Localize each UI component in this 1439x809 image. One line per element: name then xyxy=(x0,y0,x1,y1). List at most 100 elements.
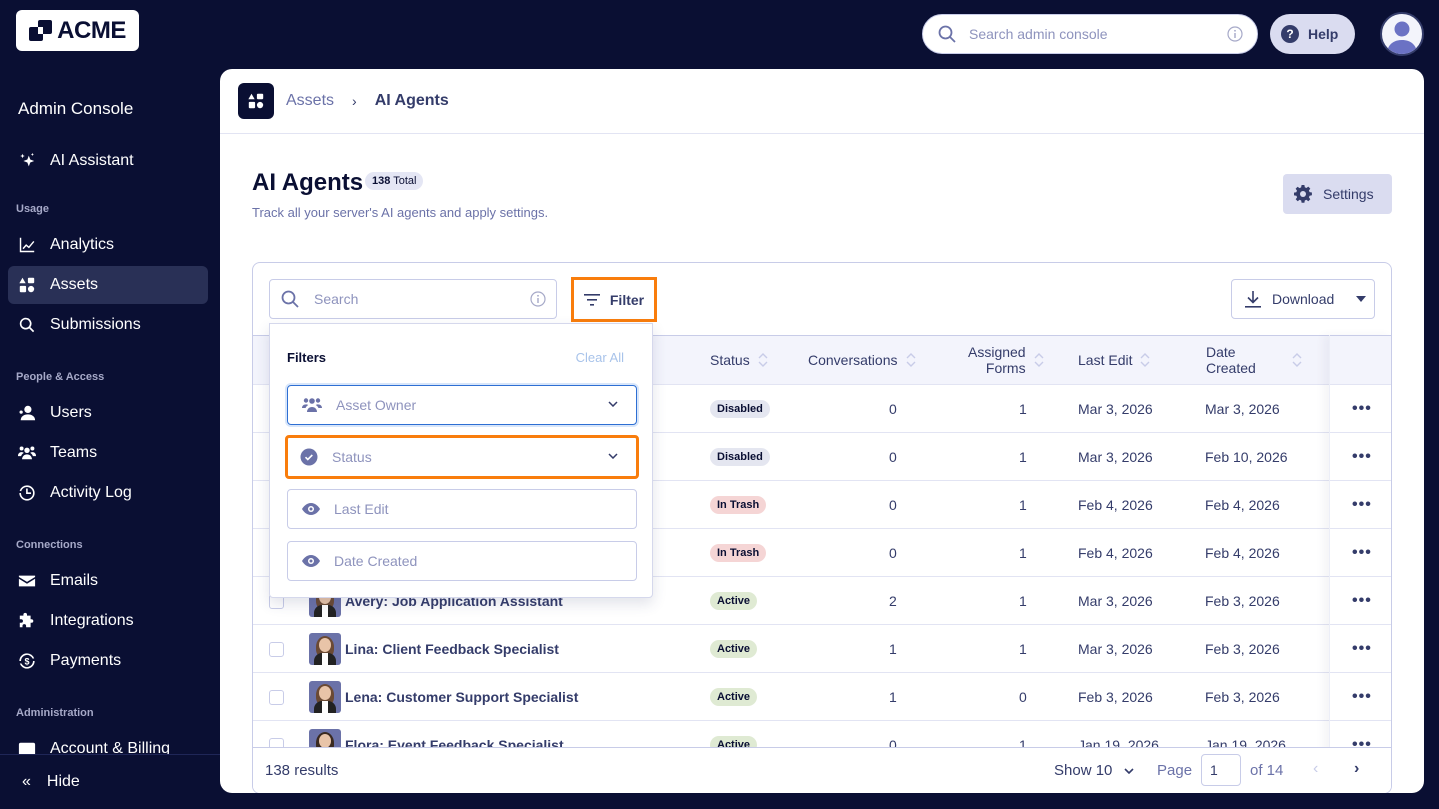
filter-field-label: Last Edit xyxy=(334,501,389,517)
agent-avatar xyxy=(309,633,341,665)
sidebar-item-label: Submissions xyxy=(50,316,141,333)
info-icon[interactable] xyxy=(1227,26,1243,42)
last-edit-filter-select[interactable]: Last Edit xyxy=(287,489,637,529)
user-avatar-icon xyxy=(1387,21,1417,54)
filter-lines-icon xyxy=(583,293,600,306)
conversations-count: 1 xyxy=(889,689,897,705)
agent-name[interactable]: Lena: Customer Support Specialist xyxy=(345,689,579,705)
column-header-last-edit[interactable]: Last Edit xyxy=(1078,352,1150,368)
last-edit-date: Mar 3, 2026 xyxy=(1078,401,1153,417)
admin-search-input[interactable]: Search admin console xyxy=(922,14,1258,54)
user-avatar[interactable] xyxy=(1380,12,1424,56)
prev-page-icon[interactable]: ‹ xyxy=(1313,760,1319,777)
search-icon xyxy=(281,290,299,308)
user-icon xyxy=(19,405,36,421)
sidebar-item-label: Analytics xyxy=(50,236,115,253)
more-actions-icon[interactable]: ••• xyxy=(1352,496,1372,513)
sort-icon xyxy=(758,353,768,367)
status-filter-select[interactable]: Status xyxy=(285,435,639,479)
last-edit-date: Feb 4, 2026 xyxy=(1078,497,1153,513)
column-header-conversations[interactable]: Conversations xyxy=(808,352,916,368)
eye-icon xyxy=(302,555,320,567)
breadcrumb: Assets › AI Agents xyxy=(220,69,1424,134)
assigned-forms-count: 1 xyxy=(1019,545,1027,561)
sidebar-item-analytics[interactable]: Analytics xyxy=(8,226,208,264)
team-icon xyxy=(18,446,36,460)
assets-grid-icon xyxy=(238,83,274,119)
next-page-icon[interactable]: › xyxy=(1354,760,1360,777)
filters-title: Filters xyxy=(287,350,327,365)
column-label: Assigned Forms xyxy=(968,344,1026,376)
more-actions-icon[interactable]: ••• xyxy=(1352,592,1372,609)
sidebar-item-payments[interactable]: $ Payments xyxy=(8,642,208,680)
row-checkbox[interactable] xyxy=(269,641,284,657)
sidebar-item-teams[interactable]: Teams xyxy=(8,434,208,472)
sidebar-title: Admin Console xyxy=(18,99,134,118)
more-actions-icon[interactable]: ••• xyxy=(1352,448,1372,465)
column-header-date-created[interactable]: Date Created xyxy=(1206,344,1302,376)
acme-logo[interactable]: ACME xyxy=(16,10,139,51)
table-search-input[interactable]: Search xyxy=(269,279,557,319)
column-header-assigned-forms[interactable]: Assigned Forms xyxy=(968,344,1044,376)
more-actions-icon[interactable]: ••• xyxy=(1352,688,1372,705)
column-label: Date Created xyxy=(1206,344,1256,376)
page-title: AI Agents xyxy=(252,169,364,196)
breadcrumb-current: AI Agents xyxy=(374,92,449,109)
sidebar-item-label: Account & Billing xyxy=(50,740,171,757)
total-pages-label: of 14 xyxy=(1250,762,1284,779)
clear-all-link[interactable]: Clear All xyxy=(575,350,624,365)
status-badge: Active xyxy=(710,592,758,610)
sidebar-item-emails[interactable]: Emails xyxy=(8,562,208,600)
sidebar-item-integrations[interactable]: Integrations xyxy=(8,602,208,640)
logo-mark-icon xyxy=(29,19,53,43)
page-size-select[interactable]: Show 10 xyxy=(1054,762,1134,779)
assigned-forms-count: 0 xyxy=(1019,689,1027,705)
column-header-status[interactable]: Status xyxy=(710,352,768,368)
caret-down-icon xyxy=(1356,296,1367,302)
last-edit-date: Mar 3, 2026 xyxy=(1078,449,1153,465)
column-label-line2: Forms xyxy=(985,360,1026,376)
date-created-filter-select[interactable]: Date Created xyxy=(287,541,637,581)
envelope-icon xyxy=(18,575,36,587)
filter-field-label: Asset Owner xyxy=(336,397,417,413)
column-label-line2: Created xyxy=(1206,360,1256,376)
page-number-input[interactable] xyxy=(1201,754,1241,786)
sort-icon xyxy=(906,353,915,367)
table-row[interactable]: Lina: Client Feedback Specialist Active … xyxy=(253,625,1391,673)
table-row[interactable]: Lena: Customer Support Specialist Active… xyxy=(253,673,1391,721)
sidebar-item-account-billing[interactable]: Account & Billing xyxy=(8,730,208,768)
sidebar-item-activity-log[interactable]: Activity Log xyxy=(8,474,208,512)
hide-sidebar-button[interactable]: « Hide xyxy=(22,773,80,791)
status-badge: Disabled xyxy=(710,400,770,418)
help-button[interactable]: ? Help xyxy=(1270,14,1355,54)
agent-name[interactable]: Lina: Client Feedback Specialist xyxy=(345,641,559,657)
breadcrumb-assets-link[interactable]: Assets xyxy=(286,92,335,109)
sidebar-item-users[interactable]: Users xyxy=(8,394,208,432)
sidebar-item-assets[interactable]: Assets xyxy=(8,266,208,304)
agent-avatar xyxy=(309,681,341,713)
more-actions-icon[interactable]: ••• xyxy=(1352,400,1372,417)
sidebar-section-administration: Administration xyxy=(16,707,94,719)
page-subtitle: Track all your server's AI agents and ap… xyxy=(252,205,549,220)
sidebar-item-ai-assistant[interactable]: AI Assistant xyxy=(8,142,208,180)
check-circle-icon xyxy=(300,448,318,466)
assigned-forms-count: 1 xyxy=(1019,593,1027,609)
more-actions-icon[interactable]: ••• xyxy=(1352,640,1372,657)
search-placeholder: Search admin console xyxy=(969,26,1108,42)
results-count: 138 results xyxy=(265,762,339,779)
row-checkbox[interactable] xyxy=(269,689,284,705)
page-label: Page xyxy=(1157,762,1193,779)
conversations-count: 0 xyxy=(889,497,897,513)
more-actions-icon[interactable]: ••• xyxy=(1352,544,1372,561)
status-badge: Active xyxy=(710,640,758,658)
sidebar-item-submissions[interactable]: Submissions xyxy=(8,306,208,344)
download-button[interactable]: Download xyxy=(1231,279,1375,319)
info-icon[interactable] xyxy=(530,291,546,307)
sidebar-item-label: Teams xyxy=(50,444,98,461)
sidebar-item-label: Assets xyxy=(50,276,99,293)
gear-icon xyxy=(1294,185,1312,203)
filter-button[interactable]: Filter xyxy=(571,277,657,322)
asset-owner-filter-select[interactable]: Asset Owner xyxy=(287,385,637,425)
column-label: Status xyxy=(710,352,750,368)
settings-button[interactable]: Settings xyxy=(1283,174,1392,214)
